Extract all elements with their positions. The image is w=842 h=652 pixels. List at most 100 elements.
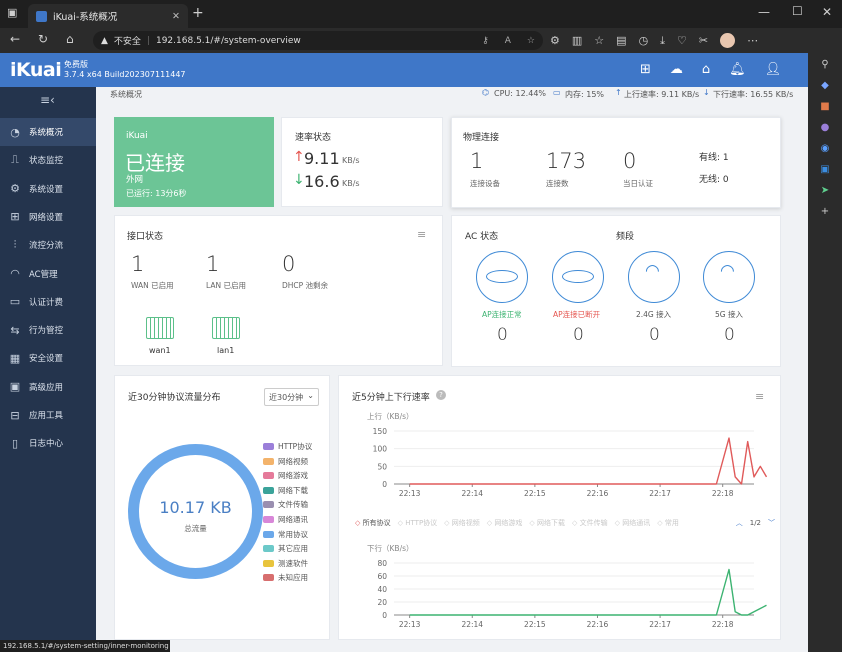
legend-item[interactable]: 测速软件 (263, 558, 308, 569)
legend-item[interactable]: 网络下载 (263, 485, 308, 496)
sidebar-item-2[interactable]: ⚙ 系统设置 (0, 175, 96, 203)
history-icon[interactable]: ◷ (638, 34, 649, 47)
sidebar-item-label: 高级应用 (29, 382, 64, 393)
user-icon[interactable]: ● (820, 122, 830, 133)
lan1-port-icon[interactable] (212, 317, 240, 339)
grid-icon[interactable]: ⊞ (640, 62, 651, 77)
wifi-5g-icon[interactable] (703, 251, 755, 303)
up-arrow-icon: ↑ (293, 149, 305, 165)
back-icon[interactable]: ← (10, 32, 21, 46)
time-range-select[interactable]: 近30分钟 ⌄ (264, 388, 319, 406)
favorites-icon[interactable]: ☆ (594, 34, 605, 47)
collapse-menu-icon[interactable]: ≡‹ (40, 93, 55, 107)
legend-item[interactable]: 常用协议 (263, 529, 308, 540)
refresh-icon[interactable]: ↻ (38, 32, 49, 46)
protocol-filter-item[interactable]: ◇ HTTP协议 (398, 518, 438, 528)
ap-offline-icon[interactable] (552, 251, 604, 303)
protocol-filter-item[interactable]: ◇ 文件传输 (572, 518, 608, 528)
speed-status-card: 速率状态 ↑ 9.11 KB/s ↓ 16.6 KB/s (281, 117, 443, 207)
filter-label: 文件传输 (579, 519, 608, 527)
upload-stat: 上行速率: 9.11 KB/s (624, 90, 700, 99)
minimize-icon[interactable]: — (758, 5, 770, 19)
legend-item[interactable]: 文件传输 (263, 499, 308, 510)
up-speed-value: 9.11 (304, 149, 340, 168)
favorite-star-icon[interactable]: ☆ (526, 35, 535, 46)
sidebar-item-7[interactable]: ⇆ 行为管控 (0, 316, 96, 344)
ac-label-0: AP连接正常 (482, 310, 522, 319)
filter-dot-icon: ◇ (397, 519, 404, 527)
legend-item[interactable]: 其它应用 (263, 543, 308, 554)
split-screen-icon[interactable]: ▥ (571, 34, 583, 47)
sidebar-item-1[interactable]: ⎍ 状态监控 (0, 146, 96, 174)
wan-brand: iKuai (126, 131, 148, 141)
home-icon[interactable]: ⌂ (66, 32, 74, 46)
protocol-filter-item[interactable]: ◇ 网络下载 (529, 518, 565, 528)
legend-swatch (263, 516, 274, 523)
circle-app-icon[interactable]: ◉ (820, 143, 830, 154)
help-icon[interactable]: ? (436, 390, 446, 400)
bell-icon[interactable]: 🔔︎ (729, 62, 746, 77)
maximize-icon[interactable]: ☐ (792, 4, 803, 18)
sidebar-item-3[interactable]: ⊞ 网络设置 (0, 203, 96, 231)
sidebar-item-11[interactable]: ▯ 日志中心 (0, 429, 96, 457)
sidebar-item-0[interactable]: ◔ 系统概况 (0, 118, 96, 146)
collections-icon[interactable]: ▤ (616, 34, 627, 47)
key-icon[interactable]: ⚷ (482, 35, 489, 46)
protocol-filter-item[interactable]: ◇ 常用 (657, 518, 679, 528)
profile-avatar[interactable] (720, 33, 736, 48)
shield-icon: ▦ (9, 351, 21, 365)
memory-icon: ▭ (553, 88, 561, 97)
legend-item[interactable]: 网络通讯 (263, 514, 308, 525)
wan-status-card[interactable]: iKuai 已连接 外网 已运行: 13分6秒 (114, 117, 274, 207)
legend-label: 网络通讯 (278, 515, 308, 524)
sidebar-item-10[interactable]: ⊟ 应用工具 (0, 401, 96, 429)
url-field[interactable]: ▲ 不安全 | 192.168.5.1/#/system-overview ⚷ … (93, 31, 543, 50)
donut-ring (128, 444, 263, 579)
legend-item[interactable]: 网络视频 (263, 456, 308, 467)
protocol-filter-item[interactable]: ◇ 所有协议 (355, 518, 391, 528)
physical-title: 物理连接 (463, 133, 500, 143)
search-icon[interactable]: ⚲ (821, 59, 829, 70)
chart-menu-icon[interactable]: ≡ (755, 390, 765, 403)
sidebar-item-9[interactable]: ▣ 高级应用 (0, 373, 96, 401)
tag-icon[interactable]: ◆ (821, 80, 829, 91)
protocol-filter-item[interactable]: ◇ 网络游戏 (487, 518, 523, 528)
close-window-icon[interactable]: ✕ (822, 5, 833, 19)
window-menu-icon[interactable]: ▣ (7, 6, 18, 19)
wan1-port-icon[interactable] (146, 317, 174, 339)
downloads-icon[interactable]: ⤓ (660, 33, 666, 47)
read-aloud-icon[interactable]: A (504, 35, 511, 46)
sidebar-item-8[interactable]: ▦ 安全设置 (0, 344, 96, 372)
sidebar-item-6[interactable]: ▭ 认证计费 (0, 288, 96, 316)
user-icon[interactable]: 👤︎ (764, 62, 782, 77)
screenshot-icon[interactable]: ✂ (698, 34, 709, 47)
home-icon[interactable]: ⌂ (701, 62, 711, 77)
close-tab-icon[interactable]: ✕ (172, 10, 180, 22)
briefcase-icon[interactable]: ■ (820, 101, 830, 112)
ap-online-icon[interactable] (476, 251, 528, 303)
sidebar-item-4[interactable]: ⫶ 流控分流 (0, 231, 96, 259)
more-menu-icon[interactable]: ⋯ (747, 34, 759, 47)
page-up-icon[interactable]: ︿ (735, 519, 743, 527)
add-icon[interactable]: + (820, 206, 830, 217)
sidebar-item-label: 行为管控 (29, 326, 64, 337)
browser-tab[interactable]: iKuai-系统概况 ✕ (28, 4, 188, 28)
rate-title: 近5分钟上下行速率 (352, 393, 430, 403)
x-tick-label: 22:14 (461, 489, 483, 498)
cloud-icon[interactable]: ☁ (669, 62, 683, 77)
protocol-filter-item[interactable]: ◇ 网络视频 (444, 518, 480, 528)
y-tick-label: 0 (382, 480, 387, 489)
legend-item[interactable]: HTTP协议 (263, 441, 312, 452)
protocol-filter-item[interactable]: ◇ 网络通讯 (615, 518, 651, 528)
outlook-icon[interactable]: ▣ (820, 164, 830, 175)
legend-item[interactable]: 网络游戏 (263, 470, 308, 481)
send-icon[interactable]: ➤ (820, 185, 830, 196)
sidebar-item-5[interactable]: ◠ AC管理 (0, 260, 96, 288)
extensions-icon[interactable]: ⚙ (550, 34, 560, 47)
health-icon[interactable]: ♡ (677, 34, 687, 47)
legend-item[interactable]: 未知应用 (263, 572, 308, 583)
page-down-icon[interactable]: ﹀ (768, 519, 775, 527)
list-menu-icon[interactable]: ≡ (417, 228, 427, 241)
wifi-24g-icon[interactable] (628, 251, 680, 303)
new-tab-icon[interactable]: + (192, 5, 204, 21)
